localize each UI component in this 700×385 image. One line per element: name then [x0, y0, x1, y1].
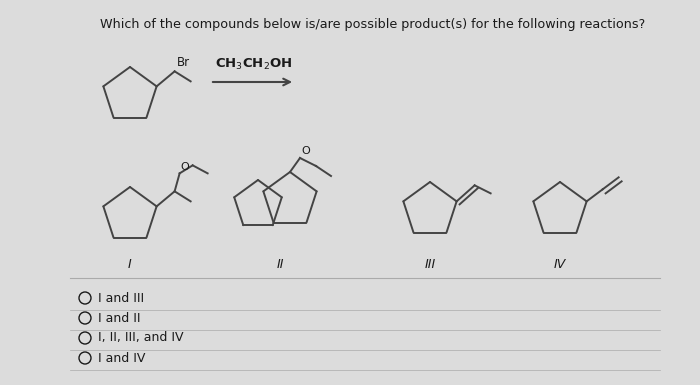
Text: IV: IV: [554, 258, 566, 271]
Text: Br: Br: [176, 56, 190, 69]
Text: CH$_3$CH$_2$OH: CH$_3$CH$_2$OH: [215, 57, 293, 72]
Text: I, II, III, and IV: I, II, III, and IV: [98, 331, 183, 345]
Text: Which of the compounds below is/are possible product(s) for the following reacti: Which of the compounds below is/are poss…: [100, 18, 645, 31]
Text: III: III: [424, 258, 435, 271]
Text: O: O: [301, 146, 309, 156]
Text: I and IV: I and IV: [98, 352, 146, 365]
Text: I and III: I and III: [98, 291, 144, 305]
Text: I: I: [128, 258, 132, 271]
Text: I and II: I and II: [98, 311, 141, 325]
Text: II: II: [276, 258, 284, 271]
Text: O: O: [181, 162, 190, 172]
